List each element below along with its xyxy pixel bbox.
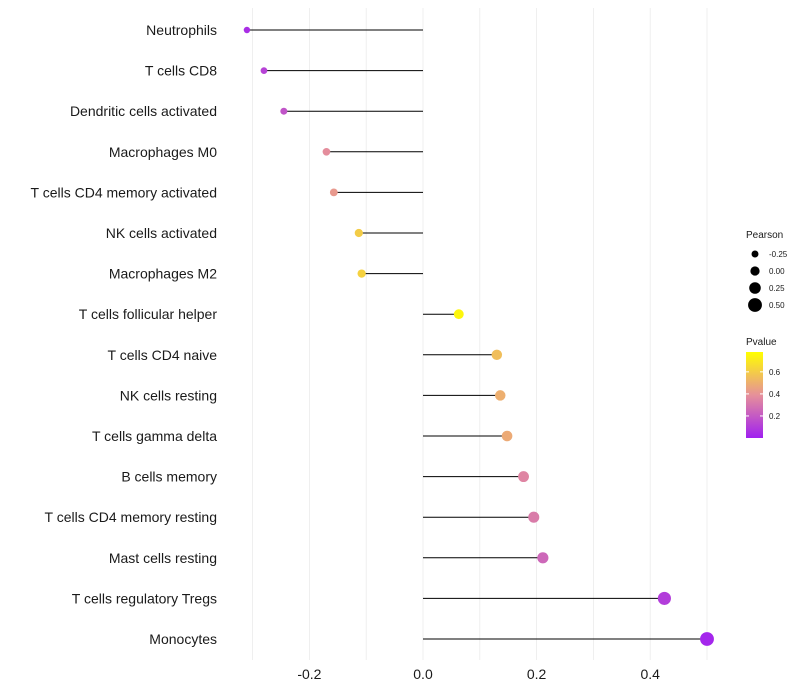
color-legend: Pvalue 0.6 0.4 0.2 <box>746 337 781 438</box>
color-legend-bar <box>746 352 763 438</box>
dot <box>491 349 503 361</box>
dot <box>494 390 506 401</box>
color-legend-label: 0.2 <box>769 412 781 421</box>
y-tick-label: NK cells activated <box>106 225 217 241</box>
dot <box>243 26 251 34</box>
gridlines <box>252 8 708 660</box>
color-legend-title: Pvalue <box>746 337 777 348</box>
y-tick-label: T cells gamma delta <box>92 428 217 444</box>
x-tick-label: 0.0 <box>413 666 433 682</box>
size-legend-title: Pearson <box>746 230 783 241</box>
dot <box>280 107 288 115</box>
y-tick-label: Macrophages M2 <box>109 266 217 282</box>
dot <box>357 269 366 278</box>
stems <box>246 29 707 640</box>
y-tick-label: T cells regulatory Tregs <box>72 590 217 606</box>
dot <box>700 632 714 646</box>
size-legend: Pearson -0.25 0.00 0.25 0.50 <box>746 230 788 312</box>
dot <box>528 511 540 523</box>
size-legend-dot <box>748 298 762 312</box>
dot <box>501 430 513 442</box>
y-tick-label: Dendritic cells activated <box>70 103 217 119</box>
color-legend-label: 0.4 <box>769 390 781 399</box>
y-tick-label: T cells follicular helper <box>79 306 218 322</box>
x-tick-label: -0.2 <box>297 666 321 682</box>
y-tick-label: Macrophages M0 <box>109 144 217 160</box>
y-axis-labels: Neutrophils T cells CD8 Dendritic cells ac… <box>31 22 218 647</box>
size-legend-label: 0.50 <box>769 301 785 310</box>
dot <box>657 591 671 605</box>
size-legend-dot <box>750 266 760 276</box>
size-legend-dot <box>751 250 759 258</box>
dot <box>518 471 529 483</box>
dot <box>537 552 549 564</box>
y-tick-label: Mast cells resting <box>109 550 217 566</box>
y-tick-label: T cells CD4 naive <box>108 347 218 363</box>
dot <box>354 228 363 238</box>
y-tick-label: Monocytes <box>149 631 217 647</box>
x-tick-label: 0.4 <box>640 666 660 682</box>
y-tick-label: NK cells resting <box>120 387 217 403</box>
y-tick-label: B cells memory <box>121 469 217 485</box>
dot <box>453 309 464 320</box>
y-tick-label: T cells CD4 memory activated <box>31 184 217 200</box>
y-tick-label: T cells CD8 <box>145 63 217 79</box>
size-legend-label: 0.25 <box>769 284 785 293</box>
size-legend-label: -0.25 <box>769 250 788 259</box>
y-tick-label: T cells CD4 memory resting <box>45 509 217 525</box>
dots <box>243 26 714 646</box>
x-tick-label: 0.2 <box>527 666 547 682</box>
y-tick-label: Neutrophils <box>146 22 217 38</box>
x-axis-labels: -0.2 0.0 0.2 0.4 <box>297 666 660 682</box>
size-legend-label: 0.00 <box>769 267 785 276</box>
color-legend-label: 0.6 <box>769 368 781 377</box>
dot <box>322 147 331 156</box>
dot <box>260 67 268 74</box>
size-legend-dot <box>749 282 761 294</box>
dot <box>329 188 338 197</box>
